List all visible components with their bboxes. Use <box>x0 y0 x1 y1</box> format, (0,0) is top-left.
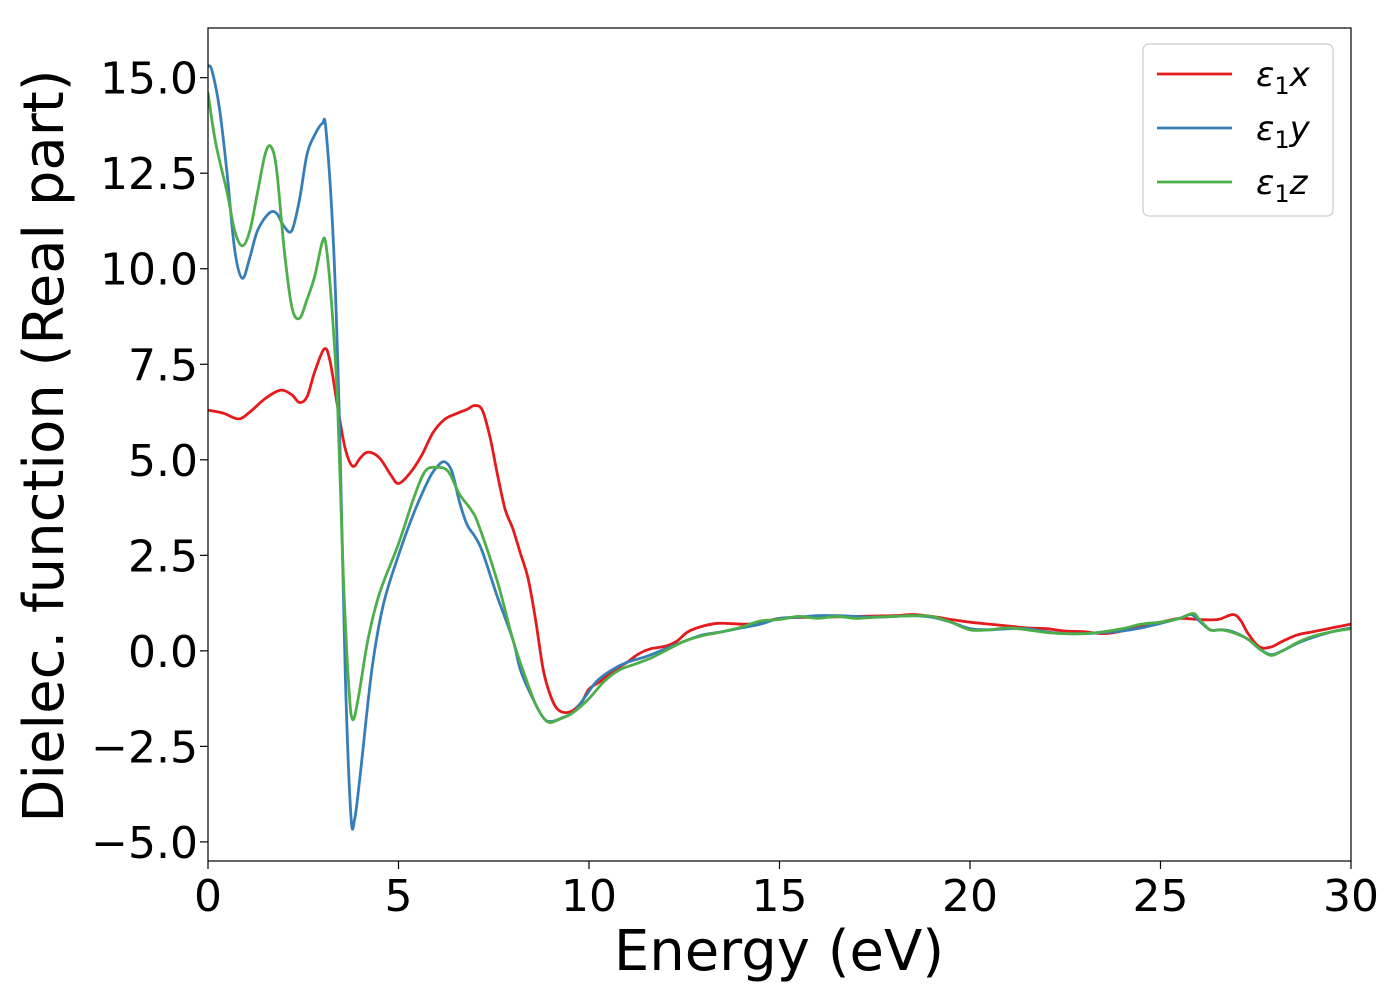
plot-area <box>208 64 1351 831</box>
y-tick-label: 12.5 <box>100 149 198 200</box>
x-axis-ticks: 0 5 10 15 20 25 30 <box>194 861 1379 922</box>
x-tick-label: 0 <box>194 871 222 922</box>
legend: ε1x ε1y ε1z <box>1142 43 1334 217</box>
x-tick-label: 25 <box>1133 871 1189 922</box>
legend-label-x: ε1x <box>1256 55 1311 100</box>
y-tick-label: 0.0 <box>128 627 198 678</box>
plot-frame <box>207 27 1352 862</box>
y-tick-label: 15.0 <box>100 54 198 105</box>
legend-label-z: ε1z <box>1256 163 1309 208</box>
x-tick-label: 30 <box>1323 871 1379 922</box>
y-tick-label: 10.0 <box>100 245 198 296</box>
y-tick-label: 7.5 <box>128 340 198 391</box>
x-tick-label: 10 <box>561 871 617 922</box>
y-tick-label: −5.0 <box>91 818 198 869</box>
series-line-x <box>208 347 1351 715</box>
x-axis-label: Energy (eV) <box>614 919 944 984</box>
y-axis-ticks: −5.0 −2.5 0.0 2.5 5.0 7.5 10.0 12.5 15.0 <box>91 54 208 869</box>
y-tick-label: −2.5 <box>91 722 198 773</box>
legend-box <box>1142 43 1334 217</box>
x-tick-label: 5 <box>385 871 413 922</box>
y-tick-label: 2.5 <box>128 531 198 582</box>
series-line-z <box>208 91 1351 724</box>
y-tick-label: 5.0 <box>128 436 198 487</box>
series-line-y <box>208 64 1351 831</box>
y-axis-label: Dielec. function (Real part) <box>12 69 77 822</box>
x-tick-label: 15 <box>752 871 808 922</box>
legend-label-y: ε1y <box>1256 109 1311 154</box>
x-tick-label: 20 <box>942 871 998 922</box>
